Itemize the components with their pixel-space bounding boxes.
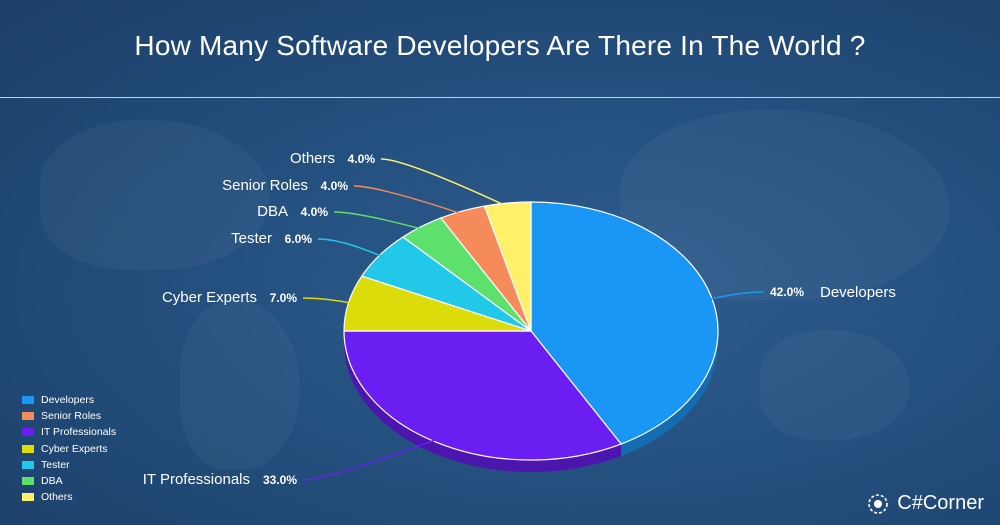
slice-label-cyber-experts: Cyber Experts [162,289,257,306]
leader-line-senior-roles [353,185,465,216]
legend-label-it-professionals: IT Professionals [41,426,117,439]
title-divider [0,97,1000,98]
pct-label-developers: 42.0% [770,285,804,299]
leader-line-dba [333,211,425,231]
legend-swatch-tester [22,460,34,469]
legend-label-cyber-experts: Cyber Experts [41,442,108,455]
slice-label-it-professionals: IT Professionals [143,471,250,488]
pct-label-tester: 6.0% [285,232,313,246]
brand-logo: C#Corner [865,492,984,515]
legend-item-it-professionals: IT Professionals [22,424,116,440]
leader-line-tester [317,238,385,259]
pie-side-developers [621,331,718,457]
legend-item-cyber-experts: Cyber Experts [22,441,116,457]
slice-label-senior-roles: Senior Roles [222,177,308,194]
brand-name: C#Corner [897,492,984,514]
chart-legend: Developers Senior Roles IT Professionals Cy… [22,392,116,505]
legend-item-senior-roles: Senior Roles [22,408,116,424]
legend-label-dba: DBA [41,475,63,488]
legend-item-dba: DBA [22,473,116,489]
leader-line-it-professionals [302,438,439,481]
pct-label-others: 4.0% [348,152,376,166]
pct-label-it-professionals: 33.0% [263,473,297,487]
world-map-shape [180,300,300,470]
leader-line-cyber-experts [302,297,355,305]
pie-slice-it-professionals [343,330,622,461]
legend-label-others: Others [41,491,73,504]
legend-item-developers: Developers [22,392,116,408]
legend-label-tester: Tester [41,458,70,471]
legend-label-developers: Developers [41,394,95,407]
slice-label-developers: Developers [820,284,896,301]
pct-label-cyber-experts: 7.0% [270,291,298,305]
legend-swatch-dba [22,477,34,486]
world-map-shape [760,330,910,440]
world-map-shape [40,120,270,270]
corner-logo-icon [868,493,889,514]
pie-side-it-professionals [344,331,622,472]
legend-item-tester: Tester [22,457,116,473]
leader-line-others [380,158,509,208]
slice-label-tester: Tester [231,230,272,247]
legend-label-senior-roles: Senior Roles [41,410,102,423]
legend-swatch-developers [22,396,34,405]
pct-label-dba: 4.0% [301,205,329,219]
legend-swatch-it-professionals [22,428,34,437]
legend-item-others: Others [22,489,116,505]
legend-swatch-senior-roles [22,412,34,421]
page-title: How Many Software Developers Are There I… [134,30,866,61]
leader-line-developers [706,291,765,301]
legend-swatch-cyber-experts [22,444,34,453]
legend-swatch-others [22,493,34,502]
slice-label-dba: DBA [257,203,288,220]
pct-label-senior-roles: 4.0% [321,179,349,193]
pie-slice-others [483,201,532,332]
slice-label-others: Others [290,150,335,167]
